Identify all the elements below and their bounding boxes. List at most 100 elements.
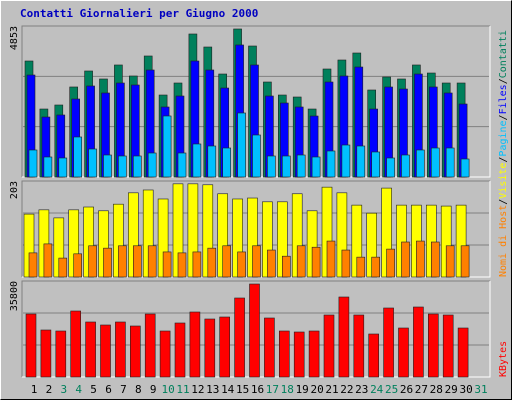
bar (427, 313, 439, 378)
bar (252, 245, 261, 278)
x-tick-label: 29 (445, 383, 458, 396)
bar (28, 252, 38, 278)
bar (281, 255, 291, 278)
x-tick-label: 31 (474, 383, 487, 396)
bar (88, 245, 97, 278)
x-tick-label: 21 (325, 383, 338, 396)
bar (177, 252, 187, 278)
bar (189, 311, 201, 378)
bar (43, 243, 53, 278)
x-tick-label: 19 (296, 383, 309, 396)
bar (192, 251, 202, 278)
legend-entry: Pagine (498, 120, 509, 156)
bar (368, 333, 380, 378)
x-tick-label: 7 (120, 383, 127, 396)
bar (237, 251, 246, 278)
bar (401, 154, 410, 178)
bar (356, 145, 366, 178)
x-tick-label: 10 (161, 383, 174, 396)
legend-entry: Files (498, 84, 509, 114)
bar (58, 157, 68, 178)
x-tick-label: 15 (236, 383, 249, 396)
bar (442, 314, 454, 378)
bar (296, 154, 306, 178)
bar (383, 307, 394, 378)
x-tick-label: 14 (221, 383, 235, 396)
legend-separator: / (498, 199, 509, 205)
bar (416, 240, 425, 278)
bar (73, 136, 82, 178)
x-tick-label: 3 (60, 383, 67, 396)
bar (58, 257, 68, 278)
bar (416, 149, 425, 178)
bar (341, 249, 351, 278)
bar (445, 147, 455, 178)
legend: Nomi di Host/Visite/Pagine/Files/Contatt… (498, 30, 509, 277)
legend-entry: Nomi di Host (498, 205, 509, 277)
bar (162, 115, 172, 178)
bar (159, 330, 171, 378)
bar (401, 241, 410, 278)
y-tick-label: 4853 (9, 26, 20, 50)
x-tick-label: 25 (385, 383, 398, 396)
bar (147, 152, 157, 178)
bar (386, 157, 395, 178)
bar (398, 327, 409, 378)
x-tick-label: 28 (430, 383, 443, 396)
bar (308, 330, 320, 378)
bar (356, 256, 366, 278)
x-tick-label: 22 (340, 383, 353, 396)
bar (460, 158, 470, 178)
bar (207, 247, 217, 278)
x-tick-label: 24 (370, 383, 384, 396)
bar (118, 155, 127, 178)
plot-border-dark (21, 280, 490, 377)
legend-entry: Visite (498, 163, 509, 199)
bar (249, 283, 260, 378)
plot-border-dark (21, 25, 490, 177)
bar (100, 324, 111, 378)
bar (147, 245, 157, 278)
bar (311, 156, 321, 178)
x-tick-label: 4 (75, 383, 82, 396)
bar (338, 296, 350, 378)
x-tick-label: 18 (281, 383, 294, 396)
bar (323, 314, 335, 378)
x-tick-label: 2 (46, 383, 53, 396)
bar (371, 151, 381, 178)
bar (264, 317, 275, 378)
bar (133, 245, 142, 278)
bar (70, 310, 81, 378)
bar (204, 318, 216, 378)
bar (267, 249, 276, 278)
bar (296, 245, 306, 278)
x-tick-label: 16 (251, 383, 264, 396)
x-tick-label: 30 (459, 383, 472, 396)
legend: KBytes (498, 341, 509, 377)
legend-separator: / (498, 157, 509, 163)
bar (115, 321, 126, 378)
bar (174, 322, 186, 378)
bar (326, 150, 336, 178)
bar (162, 251, 172, 278)
x-tick-label: 8 (135, 383, 142, 396)
x-tick-label: 23 (355, 383, 368, 396)
bar (371, 256, 381, 278)
bar (237, 112, 246, 178)
x-tick-label: 11 (176, 383, 189, 396)
x-tick-label: 26 (400, 383, 413, 396)
legend-separator: / (498, 78, 509, 84)
bar (222, 245, 231, 278)
legend-separator: / (498, 114, 509, 120)
bar (40, 329, 52, 378)
y-tick-label: 35800 (9, 281, 20, 311)
bar (222, 147, 231, 178)
bar (103, 247, 112, 278)
x-tick-label: 5 (90, 383, 97, 396)
bar (144, 313, 156, 378)
bar (413, 306, 424, 378)
bar (234, 297, 245, 378)
bar (55, 330, 67, 378)
